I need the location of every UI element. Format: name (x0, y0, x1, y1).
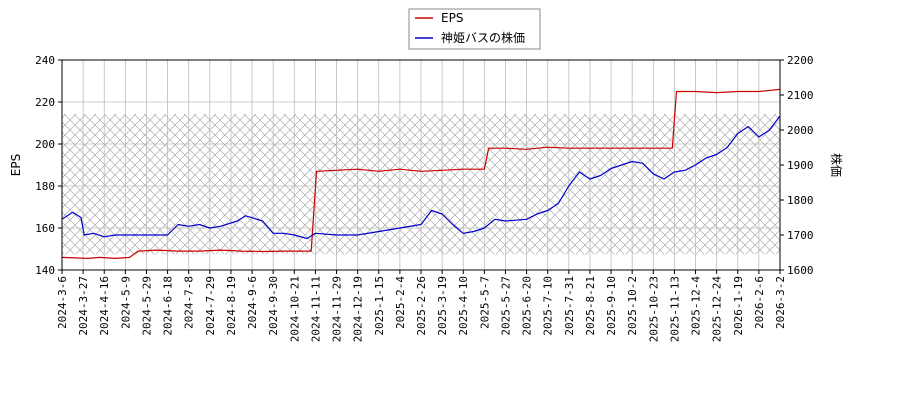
x-tick-label-31: 2025-12-24 (711, 276, 724, 343)
x-tick-label-24: 2025-7-31 (563, 276, 576, 336)
legend-label-eps: EPS (441, 11, 463, 25)
x-tick-label-3: 2024-5-9 (119, 276, 132, 329)
x-tick-label-2: 2024-4-16 (98, 276, 111, 336)
x-tick-label-9: 2024-9-6 (246, 276, 259, 329)
left-tick-label-2: 180 (35, 180, 55, 193)
x-tick-label-30: 2025-12-4 (690, 276, 703, 336)
x-tick-label-10: 2024-9-30 (267, 276, 280, 336)
x-tick-label-26: 2025-9-10 (605, 276, 618, 336)
left-tick-label-4: 220 (35, 96, 55, 109)
x-tick-label-28: 2025-10-23 (647, 276, 660, 342)
x-tick-label-17: 2025-2-26 (415, 276, 428, 336)
right-axis-title: 株価 (829, 153, 844, 177)
x-tick-label-20: 2025-5-7 (478, 276, 491, 329)
left-tick-label-0: 140 (35, 264, 55, 277)
right-tick-label-3: 1900 (787, 159, 814, 172)
x-tick-label-34: 2026-3-2 (774, 276, 787, 329)
x-tick-label-14: 2024-12-19 (352, 276, 365, 342)
series-group (62, 88, 780, 259)
x-axis: 2024-3-6 2024-3-27 2024-4-16 2024-5-9 2024-5… (56, 270, 787, 342)
left-axis-title: EPS (9, 154, 23, 176)
right-tick-label-1: 1700 (787, 229, 814, 242)
right-tick-label-0: 1600 (787, 264, 814, 277)
x-tick-label-12: 2024-11-11 (309, 276, 322, 342)
left-axis: 140 160 180 200 220 240 (35, 54, 62, 277)
series-line-stock-price (62, 114, 780, 240)
x-tick-label-11: 2024-10-21 (288, 276, 301, 342)
x-tick-label-13: 2024-11-29 (331, 276, 344, 342)
left-tick-label-1: 160 (35, 222, 55, 235)
x-tick-label-4: 2024-5-29 (140, 276, 153, 336)
x-tick-label-15: 2025-1-15 (373, 276, 386, 336)
x-tick-label-1: 2024-3-27 (77, 276, 90, 336)
right-axis: 1600 1700 1800 1900 2000 2100 2200 (780, 54, 814, 277)
legend: EPS 神姫バスの株価 (408, 8, 541, 50)
x-tick-label-5: 2024-6-18 (162, 276, 175, 336)
x-tick-label-18: 2025-3-19 (436, 276, 449, 336)
x-tick-label-7: 2024-7-29 (204, 276, 217, 336)
x-tick-label-22: 2025-6-20 (521, 276, 534, 336)
left-tick-label-3: 200 (35, 138, 55, 151)
x-tick-label-32: 2026-1-19 (732, 276, 745, 336)
right-tick-label-2: 1800 (787, 194, 814, 207)
x-tick-label-25: 2025-8-21 (584, 276, 597, 336)
x-tick-label-16: 2025-2-4 (394, 276, 407, 329)
x-tick-label-21: 2025-5-27 (499, 276, 512, 336)
x-tick-label-23: 2025-7-10 (542, 276, 555, 336)
right-tick-label-4: 2000 (787, 124, 814, 137)
x-tick-label-19: 2025-4-10 (457, 276, 470, 336)
legend-box (408, 8, 541, 50)
right-tick-label-6: 2200 (787, 54, 814, 67)
x-tick-label-0: 2024-3-6 (56, 276, 69, 329)
x-tick-label-6: 2024-7-8 (183, 276, 196, 329)
x-tick-label-33: 2026-2-6 (753, 276, 766, 329)
left-tick-label-5: 240 (35, 54, 55, 67)
right-tick-label-5: 2100 (787, 89, 814, 102)
x-tick-label-8: 2024-8-19 (225, 276, 238, 336)
series-line-eps (62, 88, 780, 259)
legend-label-stock-price: 神姫バスの株価 (441, 30, 525, 45)
x-tick-label-27: 2025-10-2 (626, 276, 639, 336)
x-tick-label-29: 2025-11-13 (668, 276, 681, 342)
